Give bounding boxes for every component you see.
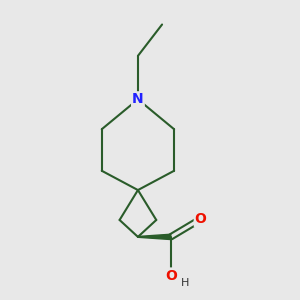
Text: H: H <box>180 278 189 288</box>
Polygon shape <box>138 234 171 239</box>
Text: O: O <box>195 212 207 226</box>
Text: O: O <box>165 268 177 283</box>
Text: N: N <box>132 92 144 106</box>
